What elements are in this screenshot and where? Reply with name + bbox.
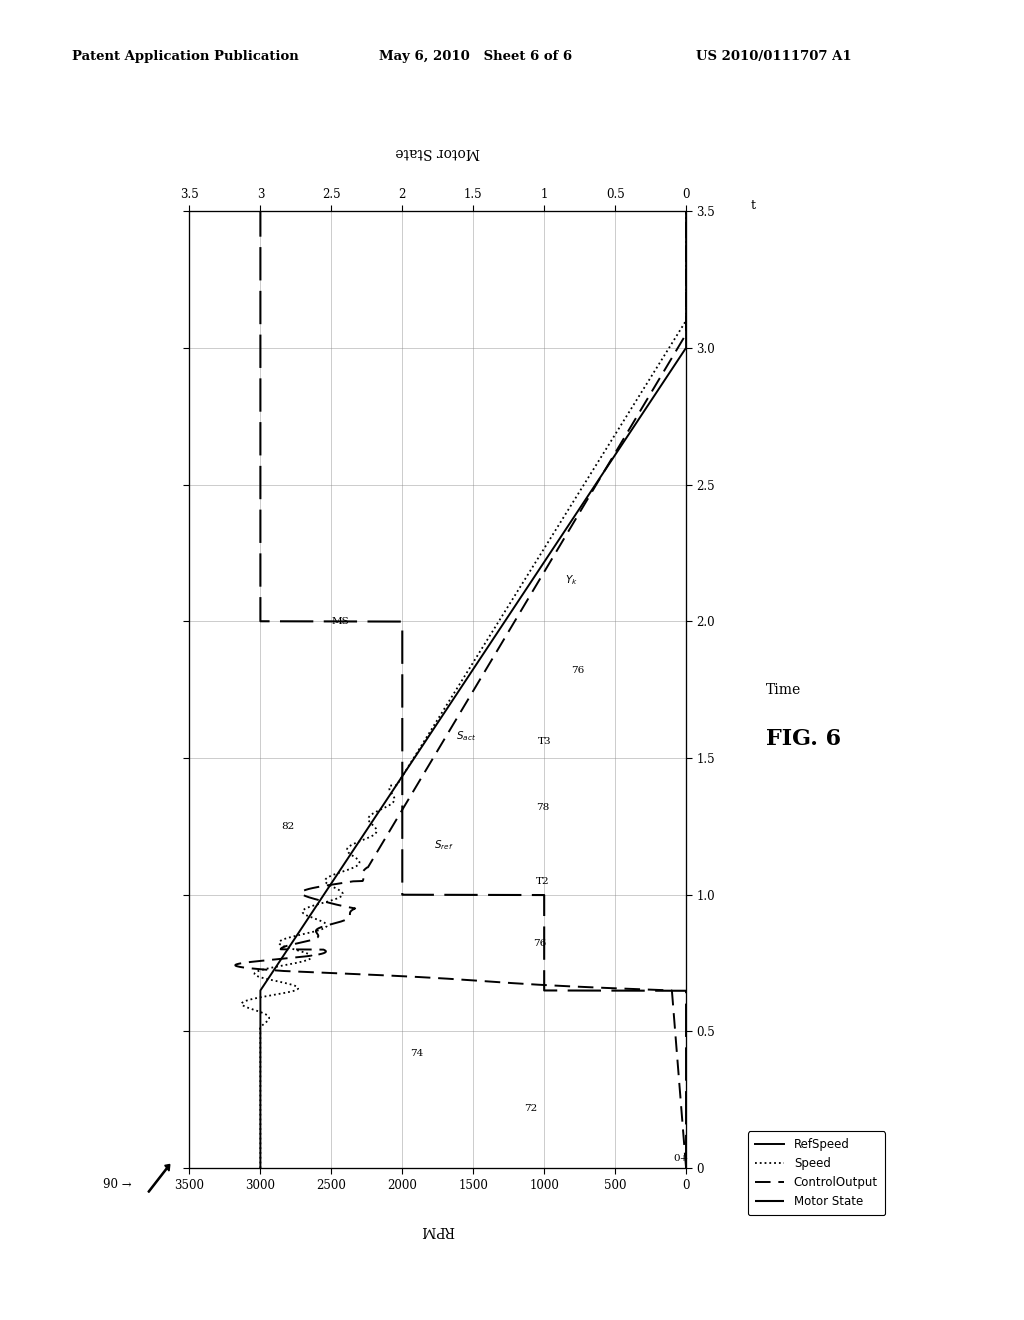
Text: $S_{act}$: $S_{act}$ <box>457 729 476 743</box>
Text: 0+: 0+ <box>674 1154 689 1163</box>
Text: RPM: RPM <box>421 1224 455 1237</box>
Text: Motor State: Motor State <box>395 145 480 158</box>
Text: 78: 78 <box>537 803 550 812</box>
Text: 72: 72 <box>524 1104 537 1113</box>
Text: $S_{ref}$: $S_{ref}$ <box>433 838 453 853</box>
Text: May 6, 2010   Sheet 6 of 6: May 6, 2010 Sheet 6 of 6 <box>379 50 572 63</box>
Text: t: t <box>751 199 755 213</box>
Text: 0: 0 <box>749 1172 757 1185</box>
Text: 76: 76 <box>571 667 585 675</box>
Text: T2: T2 <box>537 876 550 886</box>
Text: US 2010/0111707 A1: US 2010/0111707 A1 <box>696 50 852 63</box>
Text: 90 →: 90 → <box>103 1177 132 1191</box>
Text: $Y_k$: $Y_k$ <box>565 573 579 587</box>
Text: 82: 82 <box>282 822 295 830</box>
Text: Patent Application Publication: Patent Application Publication <box>72 50 298 63</box>
Text: MS: MS <box>332 616 349 626</box>
Text: 74: 74 <box>411 1049 424 1057</box>
Text: FIG. 6: FIG. 6 <box>766 729 842 750</box>
Text: Time: Time <box>766 682 801 697</box>
Text: 76: 76 <box>532 940 546 949</box>
Legend: RefSpeed, Speed, ControlOutput, Motor State: RefSpeed, Speed, ControlOutput, Motor St… <box>748 1131 885 1216</box>
Text: T3: T3 <box>538 737 551 746</box>
